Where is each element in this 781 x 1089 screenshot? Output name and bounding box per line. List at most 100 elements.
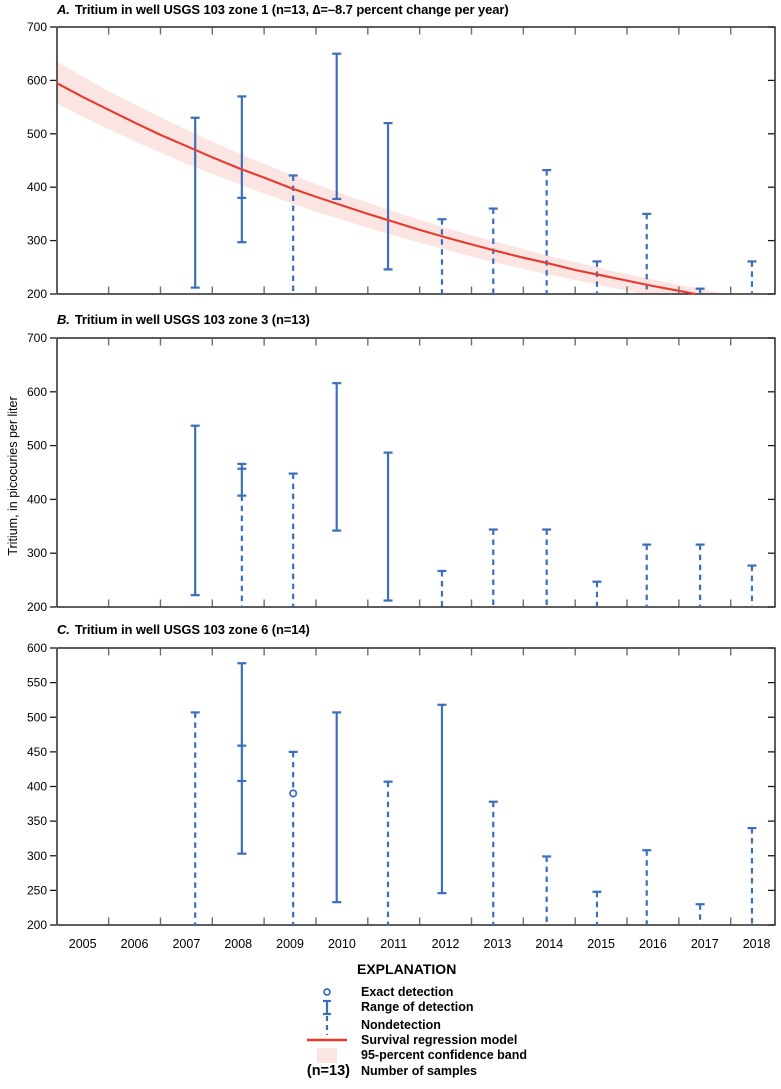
nondetection-mark bbox=[592, 890, 602, 925]
range-of-detection-mark bbox=[437, 703, 447, 895]
nondetection-mark bbox=[642, 849, 652, 925]
y-tick-label: 200 bbox=[27, 918, 47, 932]
x-tick-label: 2013 bbox=[484, 937, 512, 951]
panel-a-title-text: Tritium in well USGS 103 zone 1 (n=13, ∆… bbox=[74, 2, 509, 17]
panel-a-title: A. Tritium in well USGS 103 zone 1 (n=13,… bbox=[57, 2, 509, 17]
x-tick-label: 2008 bbox=[224, 937, 252, 951]
exact-detection-point bbox=[289, 789, 298, 798]
y-tick-label: 400 bbox=[27, 180, 47, 194]
legend-label: 95-percent confidence band bbox=[361, 1048, 528, 1062]
x-tick-label: 2007 bbox=[172, 937, 200, 951]
x-tick-label: 2005 bbox=[69, 937, 97, 951]
y-tick-label: 500 bbox=[27, 710, 47, 724]
panel-frame bbox=[56, 647, 776, 926]
nondetection-mark bbox=[695, 543, 705, 607]
range-of-detection-mark bbox=[383, 122, 393, 271]
legend-item-number-of-samples: (n=13) Number of samples bbox=[304, 1062, 477, 1080]
nondetection-mark bbox=[288, 472, 298, 607]
x-tick-label: 2012 bbox=[432, 937, 460, 951]
nondetection-mark bbox=[592, 580, 602, 607]
survival-regression-line bbox=[56, 82, 696, 296]
y-tick-label: 550 bbox=[27, 676, 47, 690]
range-of-detection-mark bbox=[383, 451, 393, 602]
nondetection-mark bbox=[747, 260, 757, 294]
range-of-detection-mark bbox=[237, 462, 247, 607]
range-of-detection-mark bbox=[332, 711, 342, 904]
y-tick-label: 400 bbox=[27, 492, 47, 506]
nondetection-mark bbox=[542, 528, 552, 607]
nondetection-mark bbox=[695, 903, 705, 925]
x-tick-label: 2011 bbox=[380, 937, 407, 951]
y-tick-label: 700 bbox=[27, 331, 47, 345]
nondetection-mark bbox=[437, 218, 447, 294]
y-tick-label: 500 bbox=[27, 127, 47, 141]
n-count-label: (n=13) bbox=[306, 1063, 350, 1079]
nondetection-mark bbox=[488, 207, 498, 294]
panel-frame bbox=[56, 26, 776, 295]
y-tick-label: 200 bbox=[27, 600, 47, 614]
panel-a-letter: A. bbox=[57, 2, 70, 17]
y-tick-label: 300 bbox=[27, 849, 47, 863]
panel-c-title-text: Tritium in well USGS 103 zone 6 (n=14) bbox=[74, 622, 310, 637]
panel-C: 200 250 300 350 400 450 500 550 600 bbox=[27, 641, 776, 932]
nondetection-mark bbox=[288, 750, 298, 925]
y-tick-label: 250 bbox=[27, 883, 47, 897]
confidence-band-swatch bbox=[304, 1047, 350, 1063]
panel-b-title: B. Tritium in well USGS 103 zone 3 (n=13) bbox=[57, 312, 310, 327]
nondetection-mark bbox=[592, 260, 602, 294]
y-tick-label: 400 bbox=[27, 780, 47, 794]
legend-label: Exact detection bbox=[361, 985, 454, 999]
range-of-detection-mark bbox=[237, 662, 247, 855]
panel-B: 200 300 400 500 600 700 bbox=[27, 331, 776, 614]
y-tick-label: 600 bbox=[27, 385, 47, 399]
panel-b-letter: B. bbox=[57, 312, 70, 327]
range-of-detection-mark bbox=[332, 52, 342, 201]
x-tick-label: 2014 bbox=[535, 937, 563, 951]
legend-label: Nondetection bbox=[361, 1018, 441, 1032]
panel-c-title: C. Tritium in well USGS 103 zone 6 (n=14) bbox=[57, 622, 310, 637]
nondetection-mark bbox=[542, 855, 552, 925]
x-tick-label: 2017 bbox=[691, 937, 719, 951]
y-tick-label: 450 bbox=[27, 745, 47, 759]
x-tick-label: 2010 bbox=[328, 937, 356, 951]
y-tick-label: 700 bbox=[27, 20, 47, 34]
x-tick-label: 2009 bbox=[276, 937, 304, 951]
range-of-detection-mark bbox=[190, 116, 200, 289]
range-of-detection-mark bbox=[332, 382, 342, 532]
panel-frame bbox=[56, 337, 776, 608]
legend-item-range-of-detection: Range of detection bbox=[304, 998, 474, 1016]
nondetection-mark bbox=[488, 528, 498, 607]
nondetection-mark bbox=[642, 212, 652, 294]
nondetection-mark bbox=[542, 169, 552, 294]
legend-item-survival-regression: Survival regression model bbox=[304, 1031, 517, 1049]
legend-item-nondetection: Nondetection bbox=[304, 1015, 441, 1035]
nondetection-mark bbox=[695, 287, 705, 294]
panel-A: 200 300 400 500 600 700 bbox=[27, 20, 776, 301]
y-tick-label: 300 bbox=[27, 546, 47, 560]
y-tick-label: 300 bbox=[27, 234, 47, 248]
range-of-detection-icon bbox=[304, 999, 350, 1016]
nondetection-icon bbox=[304, 1015, 350, 1035]
x-tick-label: 2018 bbox=[743, 937, 771, 951]
y-tick-label: 600 bbox=[27, 641, 47, 655]
panel-c-letter: C. bbox=[57, 622, 70, 637]
nondetection-mark bbox=[437, 569, 447, 607]
legend-item-exact-detection: Exact detection bbox=[304, 983, 453, 1001]
range-of-detection-mark bbox=[190, 424, 200, 597]
exact-detection-icon bbox=[304, 987, 350, 997]
x-tick-label: 2006 bbox=[121, 937, 149, 951]
nondetection-mark bbox=[747, 564, 757, 607]
nondetection-mark bbox=[288, 174, 298, 294]
nondetection-mark bbox=[642, 543, 652, 607]
nondetection-mark bbox=[747, 826, 757, 925]
y-tick-label: 600 bbox=[27, 73, 47, 87]
legend-item-confidence-band: 95-percent confidence band bbox=[304, 1046, 527, 1064]
nondetection-mark bbox=[488, 800, 498, 925]
confidence-band bbox=[56, 61, 727, 295]
y-tick-label: 200 bbox=[27, 287, 47, 301]
legend-label: Survival regression model bbox=[361, 1033, 518, 1047]
x-tick-label: 2016 bbox=[639, 937, 667, 951]
x-tick-label: 2015 bbox=[587, 937, 615, 951]
